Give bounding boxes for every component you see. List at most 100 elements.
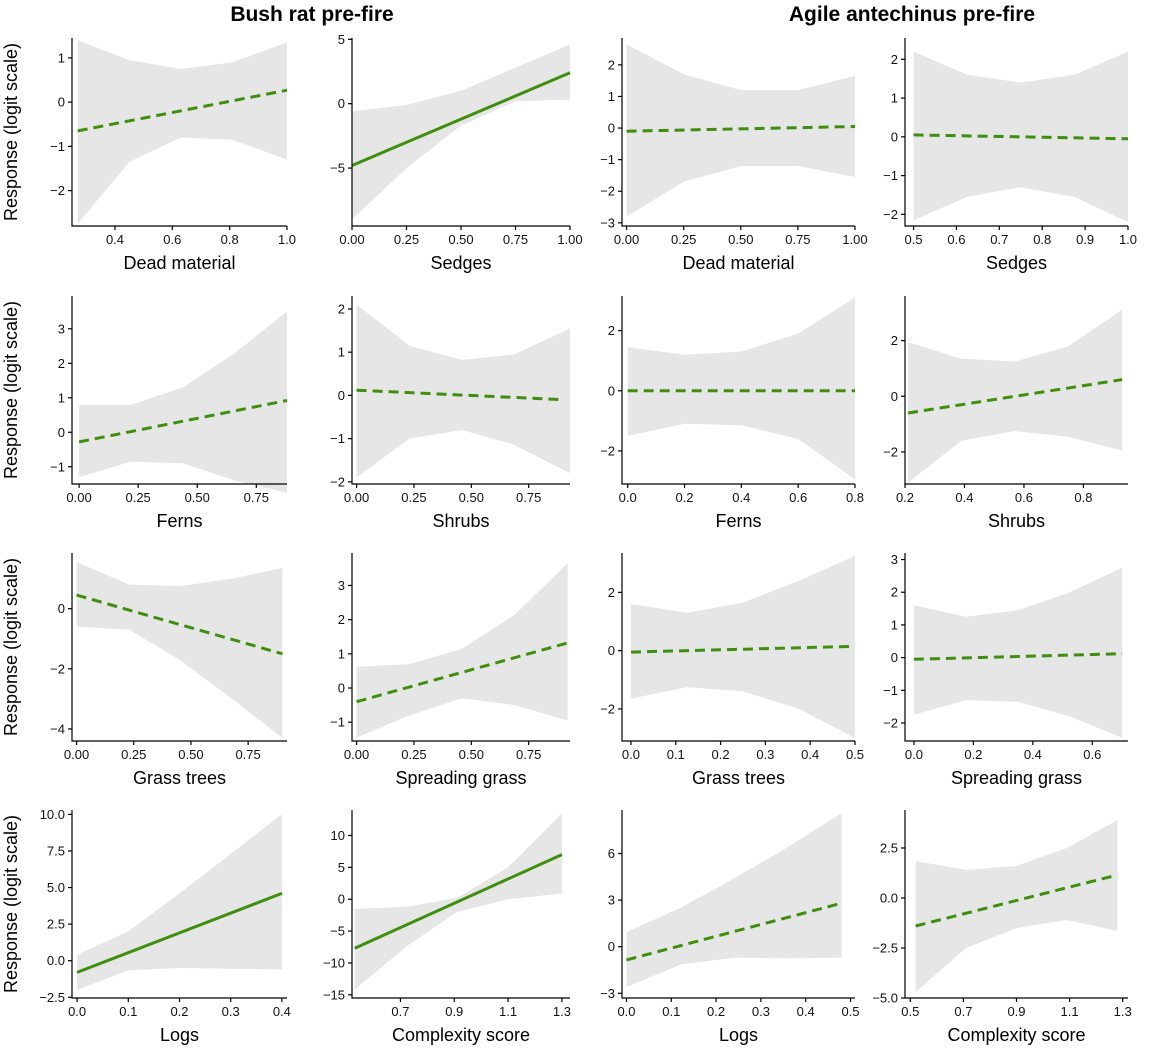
- x-tick-label: 0.25: [671, 232, 696, 247]
- x-axis-title: Spreading grass: [951, 768, 1082, 788]
- x-tick-label: 0.6: [1015, 490, 1033, 505]
- y-tick-label: 1: [58, 390, 65, 405]
- fitted-line: [76, 593, 283, 656]
- confidence-band: [356, 563, 568, 738]
- panel-16: 0.5 0.7 0.9 1.1 1.3 −5.0 −2.5 0.0 2.5 Complexity …: [872, 810, 1132, 1045]
- y-tick-label: 0: [608, 383, 615, 398]
- x-tick-label: 0.9: [445, 1004, 463, 1019]
- fitted-line: [76, 892, 283, 974]
- x-tick-label: 0.00: [339, 232, 364, 247]
- y-tick-label: −15: [323, 987, 345, 1002]
- x-tick-label: 0.25: [125, 490, 150, 505]
- y-tick-label: 2: [338, 612, 345, 627]
- x-tick-label: 0.4: [797, 1004, 815, 1019]
- panel-2: 0.00 0.25 0.50 0.75 1.00 −5 0 5 Sedges: [330, 32, 582, 273]
- x-tick-label: 0.25: [394, 232, 419, 247]
- x-tick-label: 0.0: [68, 1004, 86, 1019]
- y-tick-label: 2: [891, 585, 898, 600]
- x-tick-label: 0.00: [344, 747, 369, 762]
- y-tick-label: −1: [50, 139, 65, 154]
- y-tick-label: 0: [891, 650, 898, 665]
- x-tick-label: 0.8: [221, 232, 239, 247]
- y-tick-label: −1: [330, 431, 345, 446]
- panel-14: 0.7 0.9 1.1 1.3 −15 −10 −5 0 5 10 Complexity score: [323, 810, 571, 1045]
- y-tick-label: 1: [338, 345, 345, 360]
- x-axis-title: Grass trees: [133, 768, 226, 788]
- fitted-line: [630, 644, 856, 654]
- x-tick-label: 1.0: [278, 232, 296, 247]
- x-axis-title: Shrubs: [988, 511, 1045, 531]
- x-tick-label: 0.2: [712, 747, 730, 762]
- confidence-band: [626, 44, 855, 217]
- y-tick-label: 0: [608, 939, 615, 954]
- y-tick-label: 3: [608, 893, 615, 908]
- fitted-line: [907, 378, 1123, 415]
- y-tick-label: 5: [338, 32, 345, 47]
- x-tick-label: 0.8: [1033, 232, 1051, 247]
- x-axis-title: Sedges: [430, 253, 491, 273]
- y-tick-label: 3: [891, 552, 898, 567]
- y-tick-label: −1: [330, 715, 345, 730]
- y-tick-label: 0: [338, 892, 345, 907]
- x-tick-label: 0.3: [222, 1004, 240, 1019]
- x-tick-label: 0.75: [516, 747, 541, 762]
- y-axis-title: Response (logit scale): [1, 301, 21, 479]
- y-tick-label: 2: [891, 333, 898, 348]
- y-tick-label: 2: [891, 52, 898, 67]
- x-tick-label: 0.9: [1007, 1004, 1025, 1019]
- y-tick-label: −5: [330, 924, 345, 939]
- y-tick-label: −2: [50, 661, 65, 676]
- x-tick-label: 0.5: [846, 747, 864, 762]
- y-tick-label: 5: [338, 860, 345, 875]
- x-tick-label: 0.5: [901, 1004, 919, 1019]
- fitted-line: [626, 125, 856, 133]
- y-axis-title: Response (logit scale): [1, 43, 21, 221]
- x-tick-label: 0.50: [728, 232, 753, 247]
- confidence-band: [626, 813, 842, 988]
- heading-bush-rat: Bush rat pre-fire: [230, 3, 394, 26]
- x-tick-label: 0.25: [121, 747, 146, 762]
- y-tick-label: 0: [58, 425, 65, 440]
- y-tick-label: 1: [891, 91, 898, 106]
- y-tick-label: 10.0: [40, 807, 65, 822]
- x-tick-label: 0.75: [503, 232, 528, 247]
- y-tick-label: −2: [883, 444, 898, 459]
- x-tick-label: 0.50: [178, 747, 203, 762]
- y-tick-label: −3: [600, 215, 615, 230]
- x-tick-label: 0.2: [170, 1004, 188, 1019]
- confidence-band: [77, 814, 282, 990]
- fitted-line: [354, 853, 563, 950]
- x-tick-label: 0.75: [235, 747, 260, 762]
- y-tick-label: −2.5: [872, 941, 898, 956]
- y-tick-label: 1: [891, 617, 898, 632]
- fitted-line: [77, 88, 288, 133]
- x-tick-label: 0.0: [619, 490, 637, 505]
- x-tick-label: 1.00: [842, 232, 867, 247]
- confidence-band: [908, 309, 1123, 483]
- x-tick-label: 0.2: [707, 1004, 725, 1019]
- x-tick-label: 0.2: [675, 490, 693, 505]
- fitted-line: [78, 399, 288, 444]
- y-tick-label: 0: [608, 643, 615, 658]
- x-tick-label: 0.00: [614, 232, 639, 247]
- y-tick-label: 0: [338, 681, 345, 696]
- y-tick-label: −3: [600, 986, 615, 1001]
- x-tick-label: 0.75: [516, 490, 541, 505]
- x-tick-label: 0.75: [785, 232, 810, 247]
- x-tick-label: 0.5: [905, 232, 923, 247]
- x-tick-label: 0.9: [1076, 232, 1094, 247]
- x-axis-title: Logs: [160, 1025, 199, 1045]
- fitted-line: [913, 133, 1129, 141]
- y-tick-label: 0: [338, 388, 345, 403]
- fitted-line: [913, 652, 1123, 661]
- x-tick-label: 0.8: [1074, 490, 1092, 505]
- confidence-band: [356, 304, 570, 478]
- y-tick-label: −1: [50, 459, 65, 474]
- y-tick-label: 2: [608, 323, 615, 338]
- x-tick-label: 0.4: [732, 490, 750, 505]
- y-tick-label: 2.5: [47, 917, 65, 932]
- x-axis-title: Shrubs: [432, 511, 489, 531]
- panel-4: 0.5 0.6 0.7 0.8 0.9 1.0 −2 −1 0 1 2 Sedges: [883, 38, 1137, 273]
- confidence-band: [627, 297, 855, 480]
- x-tick-label: 1.00: [557, 232, 582, 247]
